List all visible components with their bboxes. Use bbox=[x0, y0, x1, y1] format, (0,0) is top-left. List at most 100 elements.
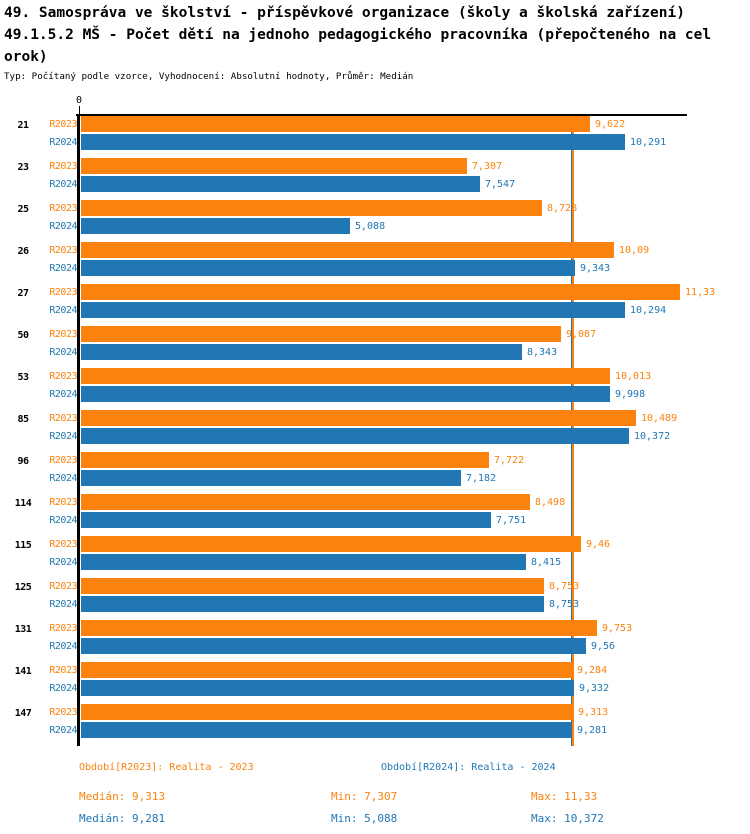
bar-r2024 bbox=[81, 302, 625, 318]
series-label-r2023: R2023 bbox=[49, 665, 77, 676]
series-label-r2024: R2024 bbox=[49, 557, 77, 568]
bar-r2024 bbox=[81, 680, 574, 696]
series-label-r2023: R2023 bbox=[49, 707, 77, 718]
series-label-r2023: R2023 bbox=[49, 119, 77, 130]
legend-entry-r2023: Období[R2023]: Realita - 2023 bbox=[79, 762, 254, 773]
bar-value-r2023: 9,284 bbox=[577, 665, 608, 676]
bar-r2023 bbox=[81, 704, 573, 720]
series-label-r2023: R2023 bbox=[49, 497, 77, 508]
y-axis-line bbox=[77, 114, 80, 746]
category-label: 25 bbox=[17, 204, 29, 215]
bar-r2023 bbox=[81, 368, 610, 384]
bar-value-r2024: 10,372 bbox=[634, 431, 671, 442]
stat-max-r2024: Max: 10,372 bbox=[531, 812, 604, 825]
bar-r2024 bbox=[81, 470, 461, 486]
bar-r2024 bbox=[81, 554, 526, 570]
bar-value-r2023: 9,313 bbox=[578, 707, 609, 718]
bar-value-r2024: 9,56 bbox=[591, 641, 616, 652]
series-label-r2024: R2024 bbox=[49, 473, 77, 484]
bar-value-r2024: 7,182 bbox=[466, 473, 497, 484]
bar-r2023 bbox=[81, 662, 572, 678]
bar-value-r2024: 8,343 bbox=[527, 347, 558, 358]
bar-r2023 bbox=[81, 494, 530, 510]
bar-r2024 bbox=[81, 386, 610, 402]
series-label-r2024: R2024 bbox=[49, 263, 77, 274]
stat-min-r2024: Min: 5,088 bbox=[331, 812, 398, 825]
bar-r2023 bbox=[81, 284, 680, 300]
bar-r2023 bbox=[81, 200, 542, 216]
bar-value-r2024: 8,415 bbox=[531, 557, 562, 568]
bar-value-r2024: 9,998 bbox=[615, 389, 646, 400]
category-label: 53 bbox=[17, 372, 29, 383]
series-label-r2023: R2023 bbox=[49, 329, 77, 340]
bar-value-r2023: 10,09 bbox=[619, 245, 650, 256]
series-label-r2023: R2023 bbox=[49, 581, 77, 592]
bar-r2024 bbox=[81, 596, 544, 612]
bar-value-r2023: 9,46 bbox=[586, 539, 611, 550]
series-label-r2023: R2023 bbox=[49, 623, 77, 634]
bar-value-r2024: 10,291 bbox=[630, 137, 667, 148]
series-label-r2024: R2024 bbox=[49, 599, 77, 610]
bar-value-r2023: 8,498 bbox=[535, 497, 566, 508]
bar-value-r2024: 7,547 bbox=[485, 179, 516, 190]
bar-value-r2023: 7,722 bbox=[494, 455, 525, 466]
category-label: 21 bbox=[17, 120, 29, 131]
bar-value-r2023: 9,622 bbox=[595, 119, 626, 130]
bar-r2024 bbox=[81, 134, 625, 150]
bar-value-r2023: 8,753 bbox=[549, 581, 580, 592]
bar-r2024 bbox=[81, 218, 350, 234]
bar-r2023 bbox=[81, 158, 467, 174]
series-label-r2023: R2023 bbox=[49, 455, 77, 466]
category-label: 50 bbox=[17, 330, 29, 341]
series-label-r2024: R2024 bbox=[49, 137, 77, 148]
category-label: 23 bbox=[17, 162, 29, 173]
bar-value-r2023: 8,728 bbox=[547, 203, 578, 214]
series-label-r2023: R2023 bbox=[49, 371, 77, 382]
series-label-r2023: R2023 bbox=[49, 413, 77, 424]
bar-r2024 bbox=[81, 428, 629, 444]
stat-median-r2024: Medián: 9,281 bbox=[79, 812, 166, 825]
series-label-r2024: R2024 bbox=[49, 431, 77, 442]
series-label-r2023: R2023 bbox=[49, 203, 77, 214]
category-label: 115 bbox=[14, 540, 32, 551]
series-label-r2024: R2024 bbox=[49, 179, 77, 190]
series-label-r2023: R2023 bbox=[49, 161, 77, 172]
series-label-r2024: R2024 bbox=[49, 515, 77, 526]
x-axis-origin-label: 0 bbox=[75, 95, 83, 106]
bar-r2023 bbox=[81, 410, 636, 426]
bar-value-r2024: 8,753 bbox=[549, 599, 580, 610]
bar-r2023 bbox=[81, 536, 581, 552]
series-label-r2024: R2024 bbox=[49, 389, 77, 400]
category-label: 27 bbox=[17, 288, 29, 299]
bar-r2023 bbox=[81, 452, 489, 468]
bar-value-r2023: 11,33 bbox=[685, 287, 716, 298]
bar-r2024 bbox=[81, 260, 575, 276]
category-label: 131 bbox=[14, 624, 32, 635]
stat-min-r2023: Min: 7,307 bbox=[331, 790, 398, 803]
x-axis-line bbox=[76, 114, 687, 116]
bar-r2024 bbox=[81, 344, 522, 360]
category-label: 114 bbox=[14, 498, 32, 509]
category-label: 96 bbox=[17, 456, 29, 467]
bar-r2023 bbox=[81, 578, 544, 594]
bar-value-r2023: 9,087 bbox=[566, 329, 597, 340]
bar-value-r2023: 9,753 bbox=[602, 623, 633, 634]
chart-title-line1: 49. Samospráva ve školství - příspěvkové… bbox=[4, 5, 685, 21]
series-label-r2024: R2024 bbox=[49, 683, 77, 694]
bar-r2024 bbox=[81, 722, 572, 738]
category-label: 141 bbox=[14, 666, 32, 677]
chart-title-line3: orok) bbox=[4, 49, 48, 65]
chart-meta-line: Typ: Počítaný podle vzorce, Vyhodnocení:… bbox=[4, 71, 414, 82]
category-label: 26 bbox=[17, 246, 29, 257]
bar-r2023 bbox=[81, 620, 597, 636]
legend-entry-r2024: Období[R2024]: Realita - 2024 bbox=[381, 762, 556, 773]
bar-value-r2024: 7,751 bbox=[496, 515, 527, 526]
bar-r2024 bbox=[81, 176, 480, 192]
series-label-r2023: R2023 bbox=[49, 287, 77, 298]
bar-value-r2024: 10,294 bbox=[630, 305, 667, 316]
bar-value-r2023: 7,307 bbox=[472, 161, 503, 172]
category-label: 125 bbox=[14, 582, 32, 593]
series-label-r2024: R2024 bbox=[49, 221, 77, 232]
bar-r2023 bbox=[81, 242, 614, 258]
